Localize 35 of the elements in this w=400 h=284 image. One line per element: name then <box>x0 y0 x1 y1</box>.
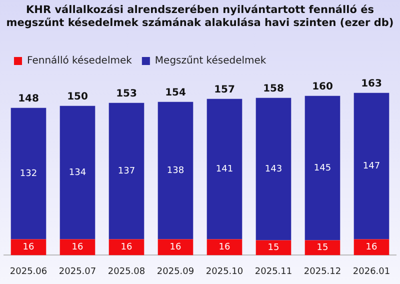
total-label: 157 <box>214 84 235 96</box>
total-label: 150 <box>67 91 88 102</box>
data-label: 134 <box>68 168 86 178</box>
x-tick-label: 2025.07 <box>58 266 96 277</box>
x-tick-label: 2025.10 <box>206 266 244 277</box>
total-label: 154 <box>165 87 186 98</box>
data-label: 16 <box>22 242 34 253</box>
x-tick-label: 2025.06 <box>10 266 48 277</box>
data-label: 16 <box>170 242 182 253</box>
total-label: 148 <box>18 93 39 104</box>
data-label: 16 <box>120 242 132 253</box>
data-label: 137 <box>118 166 136 176</box>
x-tick-label: 2026.01 <box>352 266 390 277</box>
data-label: 138 <box>166 166 184 176</box>
total-label: 163 <box>361 78 382 90</box>
data-label: 15 <box>316 243 328 254</box>
total-label: 158 <box>263 83 284 94</box>
legend-label: Megszűnt késedelmek <box>154 56 266 67</box>
total-label: 153 <box>116 88 137 100</box>
data-label: 141 <box>216 164 234 174</box>
data-label: 16 <box>366 242 378 253</box>
chart-title: KHR vállalkozási alrendszerében nyilvántartott fennálló és megszűnt késedelmek számának alakulása havi szinten (ezer db) <box>5 3 395 30</box>
legend-label: Fennálló késedelmek <box>27 56 132 67</box>
x-tick-label: 2025.09 <box>156 266 194 277</box>
x-tick-label: 2025.11 <box>254 266 292 277</box>
data-label: 16 <box>218 242 230 253</box>
data-label: 147 <box>362 161 380 172</box>
data-label: 145 <box>314 163 332 174</box>
data-label: 132 <box>20 168 38 179</box>
x-tick-label: 2025.12 <box>304 266 342 277</box>
x-tick-label: 2025.08 <box>108 266 146 277</box>
data-label: 15 <box>268 243 280 254</box>
data-label: 143 <box>264 164 282 174</box>
data-label: 16 <box>72 242 84 253</box>
total-label: 160 <box>312 82 333 93</box>
